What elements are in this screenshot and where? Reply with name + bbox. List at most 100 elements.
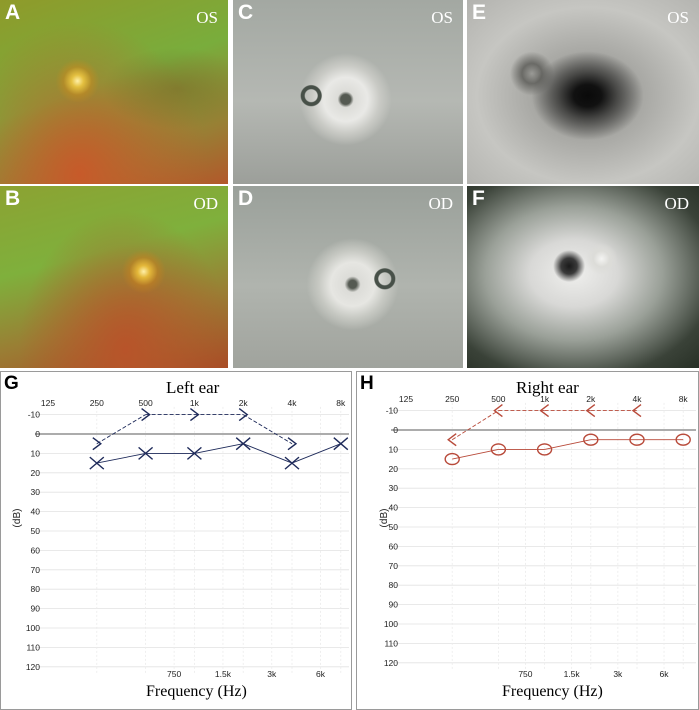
chart-title: Right ear — [516, 378, 579, 397]
series-line — [242, 414, 293, 445]
series-line — [194, 443, 244, 454]
y-tick-label: 70 — [389, 561, 399, 571]
data-point — [675, 433, 691, 446]
data-point — [89, 456, 105, 470]
series-line — [544, 439, 591, 450]
y-tick-label: 80 — [389, 580, 399, 590]
y-tick-label: 120 — [384, 658, 398, 668]
x-axis-label: Frequency (Hz) — [502, 683, 603, 700]
x-tick-label: 1k — [190, 398, 200, 408]
eye-label: OD — [193, 194, 218, 213]
x-tick-label: 500 — [491, 394, 505, 404]
y-tick-label: 90 — [31, 604, 41, 614]
data-point — [238, 408, 249, 422]
data-point — [444, 452, 460, 466]
data-point — [284, 456, 300, 470]
y-tick-label: 0 — [35, 429, 40, 439]
x-tick-label: 750 — [167, 669, 181, 679]
data-point — [490, 443, 507, 456]
x-tick-label: 8k — [336, 398, 346, 408]
panel-letter: C — [238, 1, 254, 24]
panel-letter: H — [360, 373, 374, 394]
x-tick-label: 1.5k — [215, 669, 232, 679]
y-tick-label: 80 — [31, 584, 41, 594]
panel-letter: G — [4, 373, 19, 394]
data-point — [287, 437, 298, 451]
x-tick-label: 500 — [139, 398, 153, 408]
x-tick-label: 3k — [613, 669, 623, 679]
autofluorescence-d: D OD — [233, 186, 463, 368]
data-point — [333, 437, 349, 451]
eye-label: OD — [664, 194, 689, 213]
data-point — [189, 408, 200, 422]
x-tick-label: 6k — [660, 669, 670, 679]
series-line — [452, 448, 499, 460]
x-axis-label: Frequency (Hz) — [146, 683, 247, 700]
x-tick-label: 1k — [540, 394, 550, 404]
x-tick-label: 3k — [267, 669, 277, 679]
y-axis-label: (dB) — [379, 509, 390, 528]
x-tick-label: 8k — [679, 394, 689, 404]
data-point — [629, 433, 645, 446]
y-tick-label: -10 — [386, 406, 399, 416]
chart-title: Left ear — [166, 378, 220, 397]
y-tick-label: 20 — [389, 464, 399, 474]
series-line — [451, 410, 499, 441]
x-tick-label: 6k — [316, 669, 326, 679]
x-tick-label: 250 — [90, 398, 104, 408]
series-line — [291, 443, 341, 464]
y-tick-label: 120 — [26, 662, 40, 672]
y-tick-label: 40 — [31, 507, 41, 517]
y-tick-label: 30 — [31, 487, 41, 497]
y-tick-label: 100 — [384, 619, 398, 629]
panel-letter: E — [472, 1, 487, 24]
y-tick-label: 90 — [389, 600, 399, 610]
y-tick-label: 20 — [31, 468, 41, 478]
data-point — [141, 408, 151, 422]
data-point — [585, 404, 596, 418]
autofluorescence-c: C OS — [233, 0, 463, 184]
y-tick-label: -10 — [28, 410, 41, 420]
x-tick-label: 750 — [518, 669, 532, 679]
y-tick-label: 50 — [31, 526, 41, 536]
y-tick-label: 100 — [26, 623, 40, 633]
data-point — [235, 437, 251, 451]
y-tick-label: 10 — [389, 444, 399, 454]
eye-label: OD — [428, 194, 453, 213]
panel-letter: A — [5, 1, 21, 24]
y-tick-label: 40 — [389, 503, 399, 513]
y-tick-label: 110 — [384, 638, 398, 648]
angiography-e: E OS — [467, 0, 699, 184]
y-tick-label: 10 — [31, 448, 41, 458]
audiogram-left-plot: -10 0 10 20 30 40 50 60 70 80 90 100 110 120 (dB) 125 25… — [12, 398, 349, 679]
x-tick-label: 4k — [288, 398, 298, 408]
y-axis-label: (dB) — [12, 509, 23, 528]
data-point — [92, 437, 102, 451]
audiogram-left: -10 0 10 20 30 40 50 60 70 80 90 100 110 120 (dB) 125 25… — [0, 371, 352, 710]
series-line — [96, 452, 146, 464]
data-point — [536, 443, 553, 456]
x-tick-label: 4k — [633, 394, 643, 404]
series-line — [96, 414, 146, 445]
fundus-photo-b: B OD — [0, 186, 228, 368]
data-point — [186, 446, 202, 460]
data-point — [447, 433, 457, 447]
x-tick-label: 125 — [399, 394, 413, 404]
fundus-photo-a: A OS — [0, 0, 228, 184]
eye-label: OS — [431, 8, 453, 27]
audiogram-right: -10 0 10 20 30 40 50 60 70 80 90 100 110 120 (dB) 125 25… — [356, 371, 699, 710]
x-tick-label: 2k — [239, 398, 249, 408]
y-tick-label: 60 — [31, 545, 41, 555]
y-tick-label: 60 — [389, 541, 399, 551]
x-tick-label: 250 — [445, 394, 459, 404]
x-tick-label: 2k — [586, 394, 596, 404]
y-tick-label: 30 — [389, 483, 399, 493]
panel-letter: B — [5, 187, 21, 210]
data-point — [138, 446, 154, 460]
data-point — [583, 433, 599, 446]
y-tick-label: 110 — [26, 642, 40, 652]
x-tick-label: 125 — [41, 398, 55, 408]
data-point — [493, 404, 503, 418]
data-point — [539, 404, 550, 418]
eye-label: OS — [196, 8, 218, 27]
